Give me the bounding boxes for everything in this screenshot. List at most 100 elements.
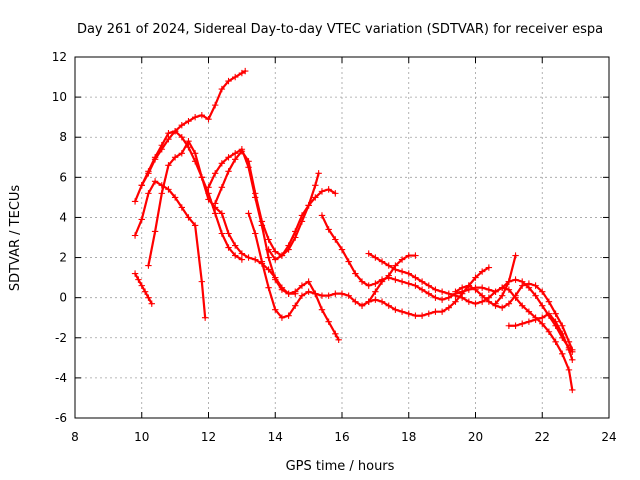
series-track-5 [145,138,299,297]
data-point [305,288,312,295]
data-point [345,258,352,265]
data-point [252,190,259,197]
data-point [452,288,459,295]
data-point [292,228,299,235]
data-point [525,308,533,315]
data-point [218,184,226,191]
data-point [412,252,419,259]
data-point [285,312,292,319]
series-layer [131,67,576,394]
data-point [569,356,576,364]
data-point [392,306,399,313]
data-point [292,288,299,295]
data-point [258,258,266,265]
data-point [425,310,432,317]
data-point [238,148,246,155]
data-point [185,138,192,145]
data-point [332,290,339,297]
data-point [292,302,299,309]
data-point [138,216,145,223]
data-point [478,292,486,299]
data-point [398,268,406,275]
series-track-6 [205,146,342,343]
data-point [298,282,306,289]
data-point [318,212,326,219]
data-point [532,282,539,289]
data-point [191,113,199,121]
data-point [505,322,513,329]
data-point [398,308,406,315]
data-point [272,306,279,313]
series-line [133,272,153,305]
data-point [432,286,439,293]
data-point [338,246,346,253]
data-point [445,290,452,297]
data-point [552,318,559,325]
y-tick-label: 12 [52,50,67,64]
data-point [545,298,553,305]
data-point [151,178,159,185]
data-point [285,242,292,249]
data-point [232,150,239,157]
series-track-8 [245,210,419,321]
data-point [412,274,419,281]
data-point [405,270,412,277]
data-point [545,310,553,317]
data-point [312,194,319,201]
data-point [438,308,446,315]
series-track-10 [318,212,576,356]
series-line [133,180,207,319]
data-point [512,252,519,259]
data-point [332,190,339,197]
data-point [458,284,466,291]
data-point [358,302,366,309]
data-point [332,330,339,337]
data-point [315,170,322,177]
data-point [565,346,573,354]
series-line [320,214,574,353]
x-tick-label: 8 [71,430,79,444]
data-point [151,154,159,161]
y-tick-label: 2 [59,251,67,265]
data-point [138,282,145,289]
data-point [365,282,372,289]
data-point [519,320,526,327]
data-point [478,284,486,291]
data-point [385,274,392,281]
data-point [305,278,312,285]
data-point [418,286,426,293]
data-point [198,278,206,285]
data-point [519,282,526,289]
data-point [398,256,406,263]
x-tick-label: 14 [268,430,283,444]
data-point [272,276,279,283]
data-point [458,294,466,301]
data-point [191,222,199,229]
data-point [539,302,546,309]
data-point [485,264,493,271]
data-point [372,280,379,287]
grid [75,57,609,418]
data-point [305,202,312,209]
x-tick-label: 22 [535,430,550,444]
data-point [532,316,539,323]
data-point [372,254,379,261]
data-point [365,298,372,305]
data-point [138,182,145,189]
data-point [539,314,546,321]
data-point [145,262,152,269]
x-tick-label: 20 [468,430,483,444]
data-point [198,111,206,119]
data-point [472,286,479,293]
data-point [412,312,419,319]
x-tick-label: 16 [334,430,349,444]
data-point [512,276,519,283]
data-point [238,250,246,257]
series-track-12 [365,250,576,394]
data-point [265,246,272,253]
data-point [298,212,306,219]
data-point [345,292,352,299]
data-point [131,270,139,277]
data-point [272,256,279,263]
data-point [225,77,232,85]
